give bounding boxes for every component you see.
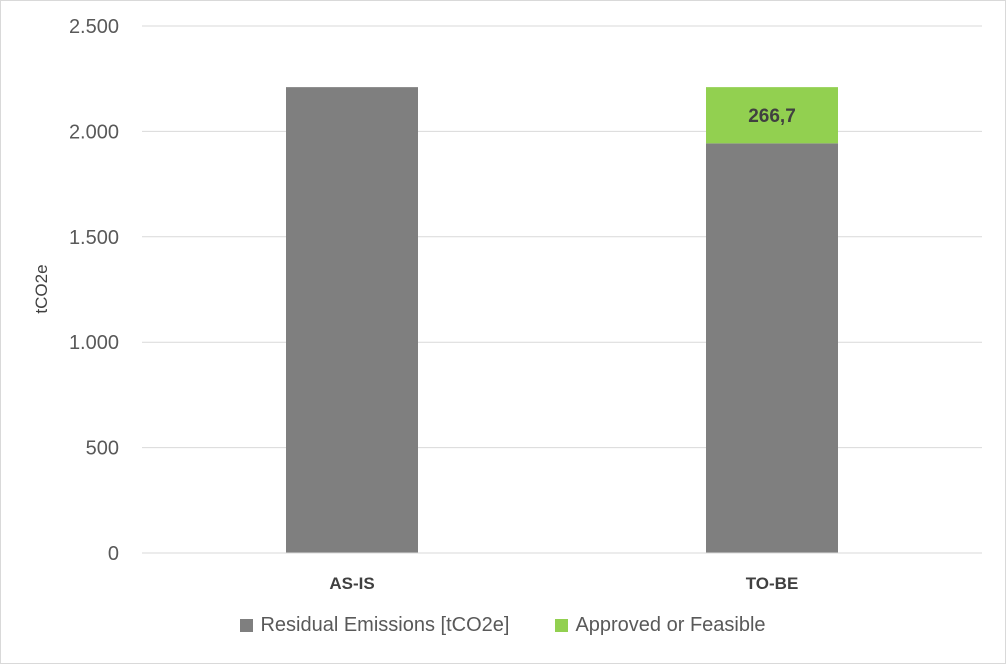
y-tick-label: 500 [86,438,119,460]
y-tick-label: 1.500 [69,227,119,249]
bar-to-be-residual [706,143,838,553]
x-axis-category-labels: AS-IS TO-BE [329,574,798,593]
legend-swatch-approved [555,619,569,632]
legend-item-approved: Approved or Feasible [555,614,766,637]
y-axis-tick-labels: 0 500 1.000 1.500 2.000 2.500 [69,16,119,565]
legend-swatch-residual [240,619,254,632]
y-tick-label: 0 [108,543,119,565]
bars: 266,7 [286,87,838,553]
y-tick-label: 2.500 [69,16,119,38]
legend-label-residual: Residual Emissions [tCO2e] [260,614,510,636]
legend-item-residual: Residual Emissions [tCO2e] [240,614,509,637]
gridlines [142,25,982,449]
bar-as-is-residual [286,87,418,553]
y-tick-label: 2.000 [69,121,119,143]
legend: Residual Emissions [tCO2e] Approved or F… [0,614,1006,637]
x-tick-label: TO-BE [746,574,799,593]
data-label: 266,7 [748,106,796,127]
legend-label-approved: Approved or Feasible [575,614,766,636]
bar-to-be-approved [706,87,838,144]
y-axis-label: tCO2e [32,264,51,313]
x-tick-label: AS-IS [329,574,374,593]
y-tick-label: 1.000 [69,332,119,354]
